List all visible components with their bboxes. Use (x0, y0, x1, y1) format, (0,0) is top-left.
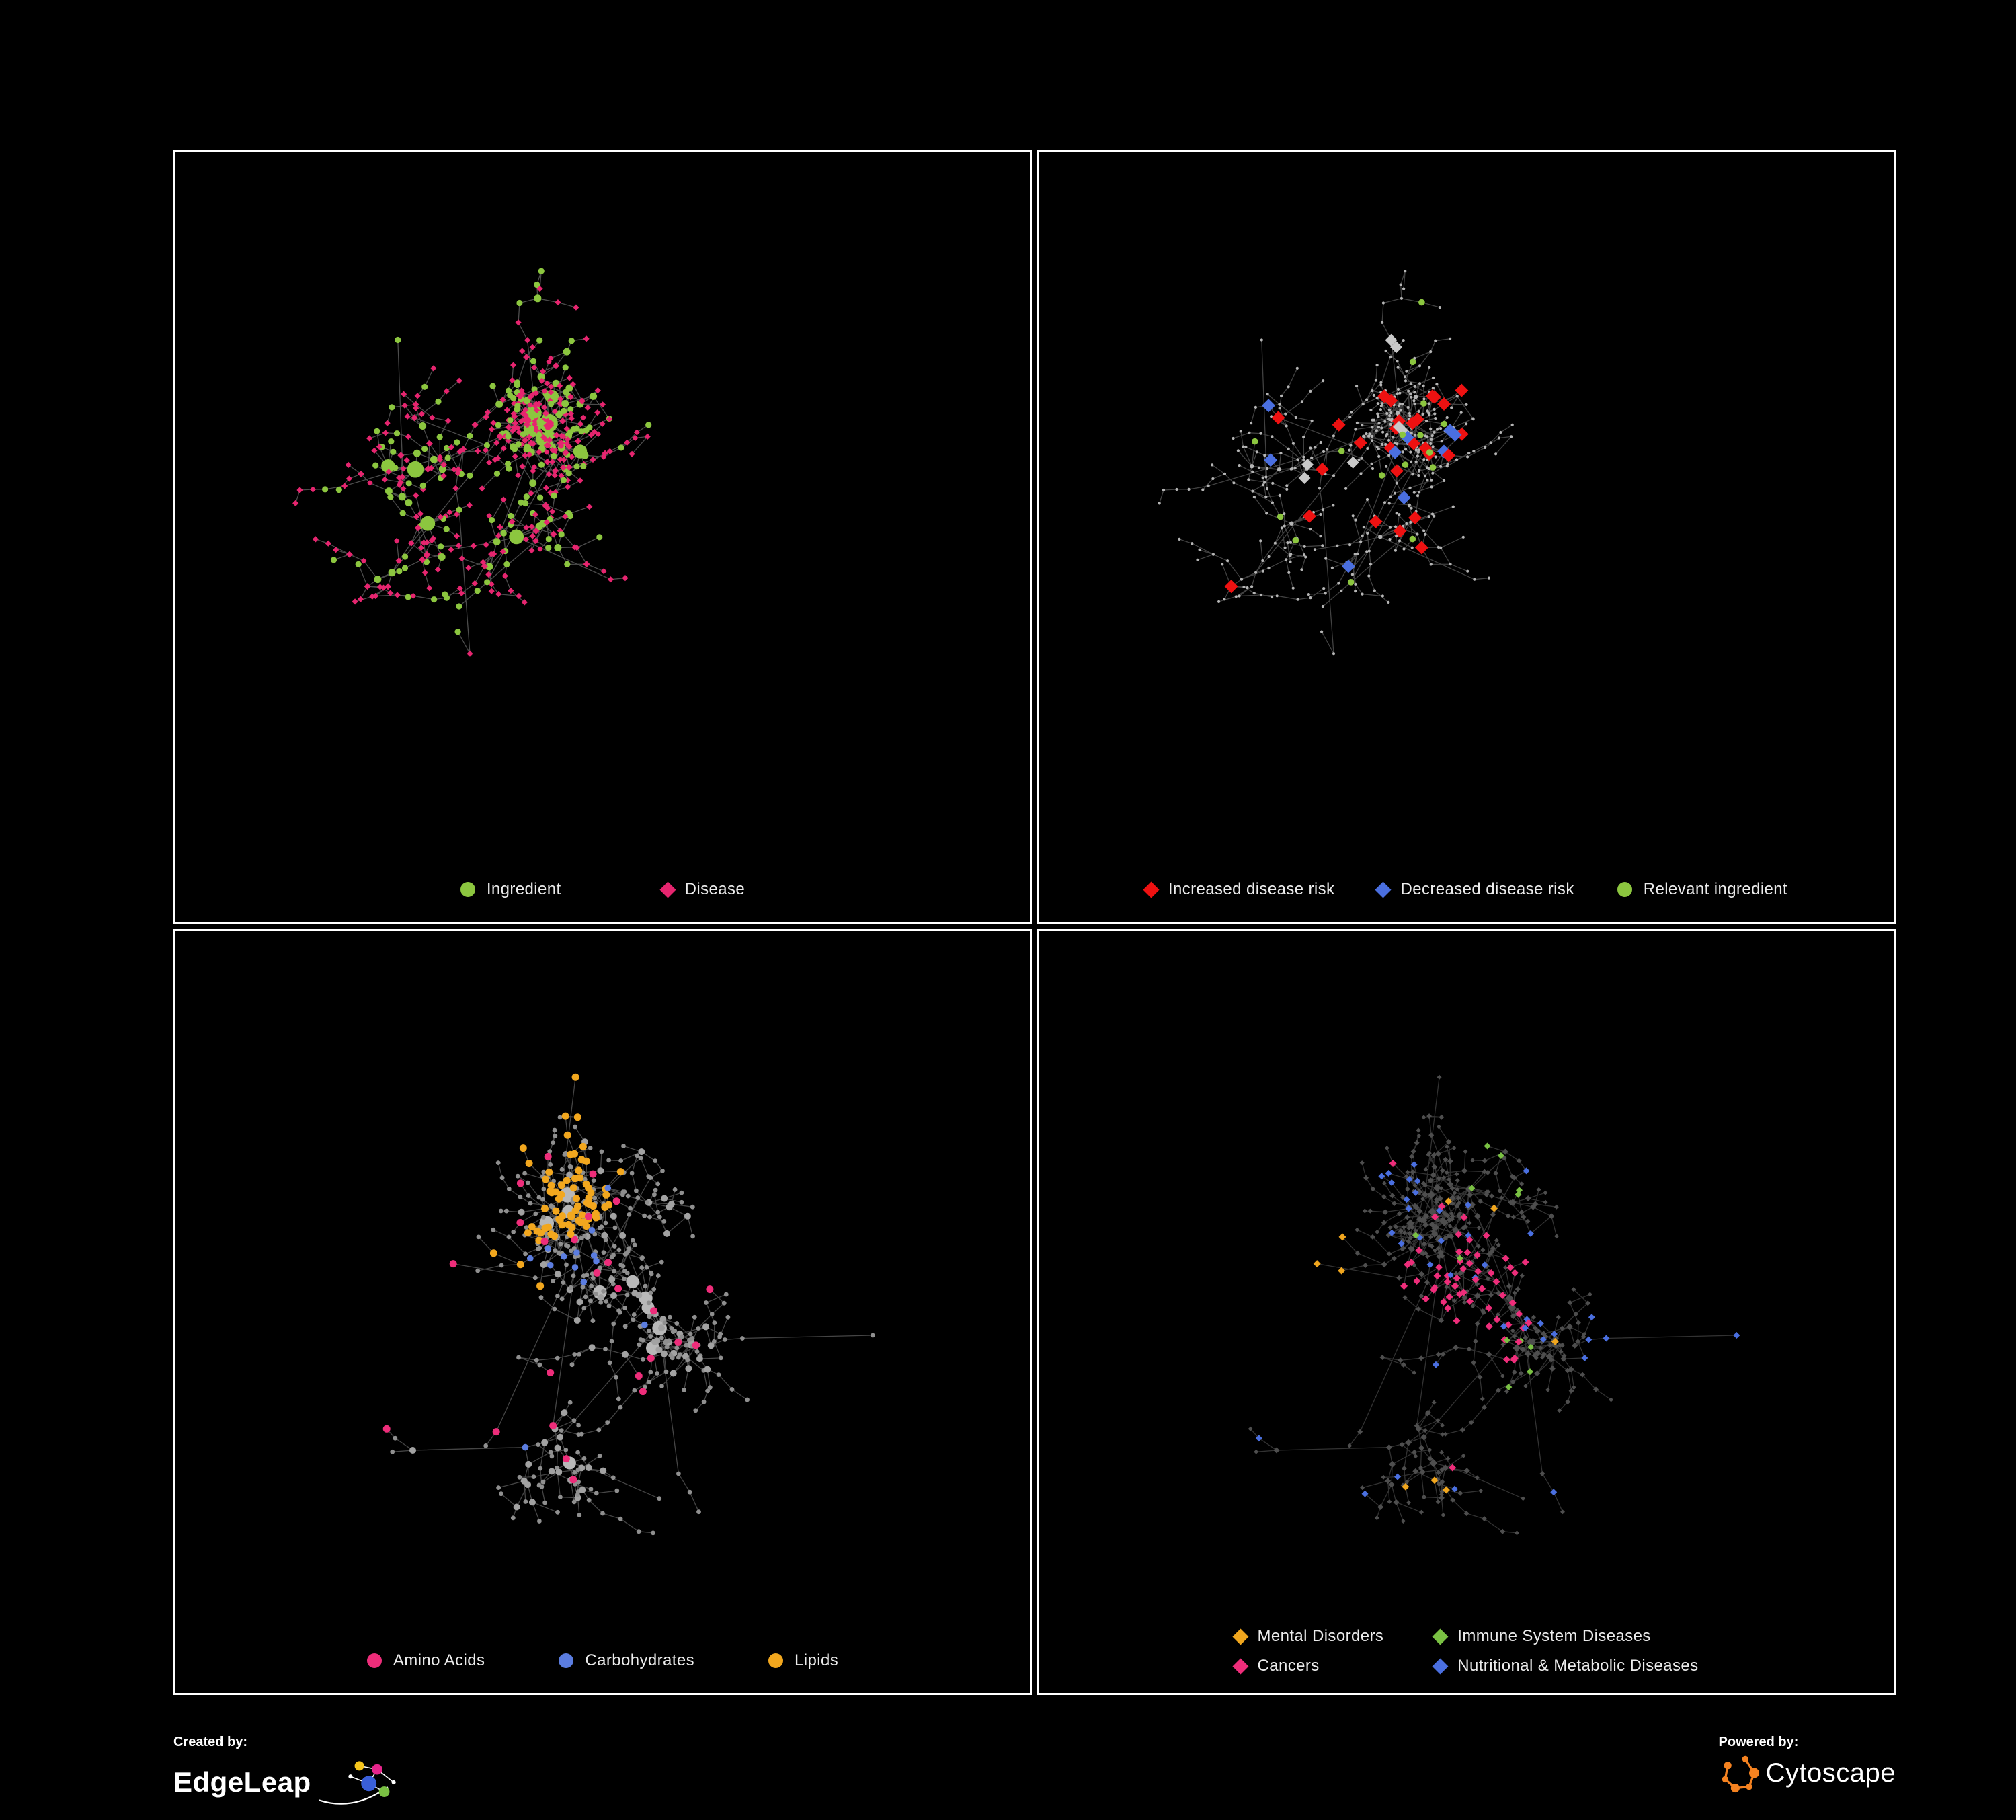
legend-item-immune-diseases: Immune System Diseases (1432, 1627, 1698, 1646)
legend-item-decreased-risk: Decreased disease risk (1375, 880, 1574, 899)
created-by-label: Created by: (173, 1735, 248, 1749)
panel-nutrient-classes: Amino Acids Carbohydrates Lipids (173, 929, 1032, 1695)
powered-by-label: Powered by: (1718, 1735, 1799, 1749)
powered-by-block: Powered by: Cytoscape (1719, 1735, 1896, 1793)
legend-label: Disease (684, 880, 745, 898)
legend-label: Mental Disorders (1257, 1627, 1384, 1645)
legend-label: Decreased disease risk (1400, 880, 1574, 898)
legend-item-metabolic-diseases: Nutritional & Metabolic Diseases (1432, 1657, 1699, 1675)
edgeleap-logo-mark (319, 1761, 396, 1805)
legend-label: Relevant ingredient (1643, 880, 1788, 898)
amino-acids-swatch (366, 1653, 382, 1668)
legend-label: Nutritional & Metabolic Diseases (1457, 1657, 1699, 1675)
network-graph (292, 268, 652, 657)
legend-item-cancers: Cancers (1232, 1657, 1383, 1675)
legend-label: Ingredient (486, 880, 561, 898)
legend-label: Lipids (794, 1651, 839, 1669)
disease-swatch (659, 881, 676, 898)
panel-disease-risk: Increased disease risk Decreased disease… (1037, 150, 1896, 924)
legend-item-increased-risk: Increased disease risk (1143, 880, 1335, 899)
network-graph (1158, 270, 1514, 656)
legend-item-relevant-ingredient: Relevant ingredient (1617, 880, 1787, 899)
network-graph (1248, 1074, 1740, 1536)
legend-label: Increased disease risk (1168, 880, 1335, 898)
created-by-block: Created by: EdgeLeap (173, 1735, 407, 1812)
decreased-risk-swatch (1375, 881, 1392, 898)
increased-risk-swatch (1143, 881, 1160, 898)
legend: Ingredient Disease (175, 880, 1030, 899)
immune-diseases-swatch (1432, 1628, 1449, 1645)
carbohydrates-swatch (559, 1653, 574, 1668)
panel-disease-categories: Mental Disorders Immune System Diseases … (1037, 929, 1896, 1695)
cytoscape-logo-icon (1722, 1755, 1759, 1793)
relevant-ingredient-swatch (1617, 882, 1632, 897)
ingredient-swatch (460, 882, 475, 897)
legend-item-amino-acids: Amino Acids (366, 1651, 485, 1670)
legend-label: Amino Acids (393, 1651, 485, 1669)
legend-item-disease: Disease (659, 880, 745, 899)
lipids-swatch (768, 1653, 783, 1668)
legend-item-carbohydrates: Carbohydrates (559, 1651, 694, 1670)
legend-item-lipids: Lipids (768, 1651, 838, 1670)
legend: Increased disease risk Decreased disease… (1039, 880, 1894, 899)
legend: Amino Acids Carbohydrates Lipids (175, 1651, 1030, 1670)
cancers-swatch (1232, 1657, 1248, 1675)
mental-disorders-swatch (1232, 1628, 1248, 1645)
metabolic-diseases-swatch (1432, 1657, 1449, 1675)
legend-label: Cancers (1257, 1657, 1320, 1675)
network-graph (382, 1073, 875, 1536)
edgeleap-logo-text: EdgeLeap (173, 1766, 311, 1798)
legend-label: Carbohydrates (585, 1651, 694, 1669)
legend-label: Immune System Diseases (1457, 1627, 1651, 1645)
cytoscape-logo-text: Cytoscape (1765, 1757, 1896, 1788)
legend-item-ingredient: Ingredient (460, 880, 561, 899)
legend: Mental Disorders Immune System Diseases … (1232, 1627, 1699, 1675)
legend-item-mental-disorders: Mental Disorders (1232, 1627, 1384, 1646)
panel-ingredient-disease: Ingredient Disease (173, 150, 1032, 924)
